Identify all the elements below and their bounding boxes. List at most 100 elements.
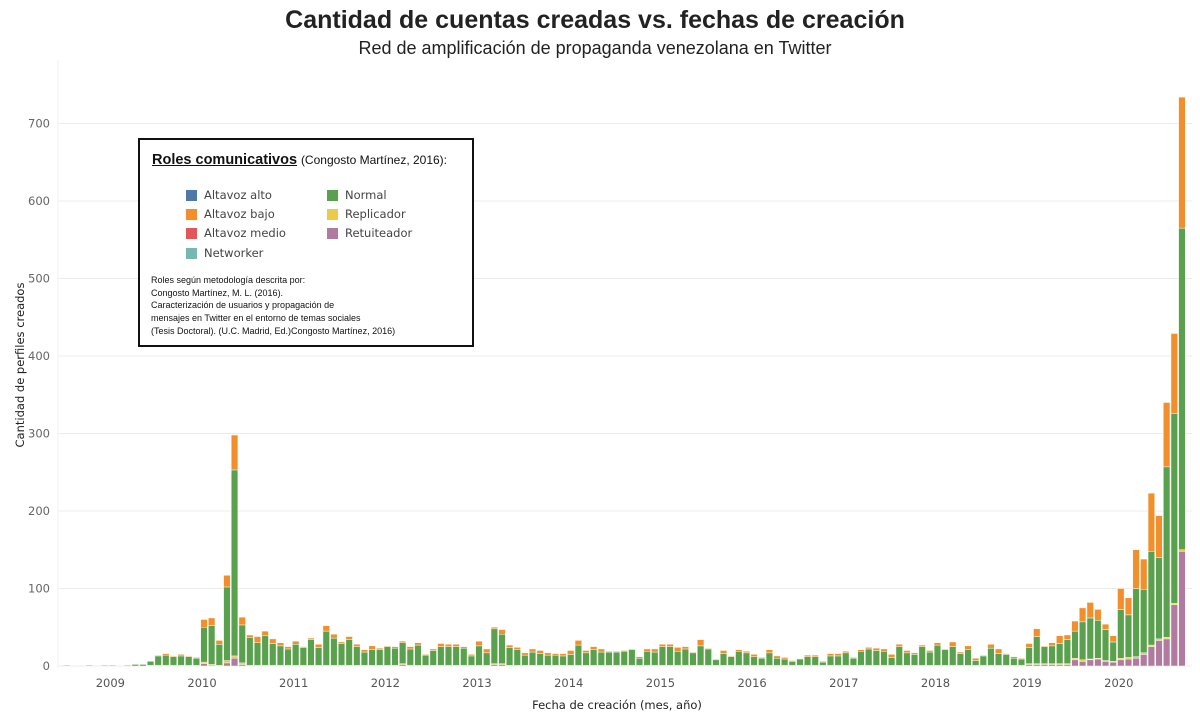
bar-segment-altavoz-bajo [697, 639, 705, 647]
bar-segment-normal [995, 653, 1003, 666]
bar-segment-normal [429, 650, 437, 666]
x-year-label: 2016 [737, 676, 766, 690]
bar-segment-altavoz-bajo [590, 646, 598, 650]
bar-segment-altavoz-bajo [643, 648, 651, 652]
legend-item-replicador: Replicador [327, 207, 406, 221]
bar-segment-normal [658, 646, 666, 666]
bar-segment-retuiteador [1079, 661, 1087, 667]
bar-segment-normal [849, 658, 857, 666]
bar-segment-normal [185, 656, 193, 666]
bar-segment-normal [681, 648, 689, 666]
bar-segment-normal [475, 645, 483, 666]
bar-segment-altavoz-bajo [1063, 634, 1071, 640]
bar-segment-normal [590, 649, 598, 666]
bar-segment-normal [238, 624, 246, 664]
bar-segment-normal [215, 644, 223, 666]
bar-segment-altavoz-bajo [742, 651, 751, 654]
bar-segment-normal [101, 664, 109, 667]
bar-segment-altavoz-bajo [1086, 602, 1094, 619]
bar-segment-altavoz-bajo [651, 648, 659, 653]
bar-segment-normal [842, 652, 850, 666]
bar-segment-retuiteador [1170, 604, 1178, 667]
bar-segment-normal [834, 655, 842, 666]
bar-segment-altavoz-bajo [452, 644, 460, 647]
bar-segment-normal [651, 651, 659, 666]
bar-segment-altavoz-bajo [383, 645, 391, 647]
y-axis-label: Cantidad de perfiles creados [13, 282, 27, 448]
legend-title-row: Roles comunicativos (Congosto Martínez, … [152, 151, 447, 168]
bar-segment-retuiteador [223, 662, 231, 667]
legend-swatch [186, 208, 197, 220]
bar-segment-altavoz-bajo [872, 647, 880, 651]
bar-segment-altavoz-bajo [758, 657, 766, 659]
bar-segment-normal [292, 644, 300, 666]
bar-segment-normal [987, 647, 995, 666]
bar-segment-normal [1163, 466, 1171, 638]
bar-segment-normal [85, 664, 93, 667]
bar-segment-normal [345, 639, 353, 666]
bar-segment-altavoz-bajo [781, 657, 789, 660]
bar-segment-normal [857, 651, 865, 666]
bar-segment-altavoz-bajo [307, 637, 315, 640]
bar-segment-retuiteador [1086, 659, 1094, 667]
bar-segment-altavoz-bajo [521, 652, 529, 656]
bar-segment-altavoz-bajo [620, 650, 628, 652]
bar-segment-normal [330, 637, 338, 666]
bar-segment-normal [628, 649, 636, 666]
bar-segment-altavoz-bajo [567, 650, 575, 655]
bar-segment-normal [246, 637, 254, 666]
bar-segment-normal [315, 647, 323, 666]
bar-segment-altavoz-bajo [399, 640, 407, 644]
bar-segment-altavoz-bajo [422, 654, 430, 656]
y-tick-label: 700 [28, 117, 50, 131]
bar-segment-normal [773, 658, 781, 666]
bar-segment-altavoz-bajo [238, 616, 246, 626]
bar-segment-altavoz-bajo [1109, 635, 1117, 643]
bar-segment-altavoz-bajo [605, 651, 613, 653]
bar-segment-altavoz-bajo [437, 643, 445, 647]
bar-segment-altavoz-bajo [192, 657, 200, 659]
bar-segment-normal [788, 661, 796, 666]
bar-segment-altavoz-bajo [544, 652, 552, 656]
bar-segment-altavoz-bajo [880, 648, 888, 652]
bar-segment-normal [1170, 413, 1178, 604]
bar-segment-retuiteador [1071, 659, 1079, 667]
bar-segment-altavoz-bajo [208, 617, 216, 626]
bar-segment-altavoz-bajo [1025, 643, 1033, 648]
bar-segment-normal [1086, 617, 1094, 660]
legend-label: Altavoz medio [204, 226, 286, 240]
bar-segment-normal [1079, 621, 1087, 661]
bar-segment-altavoz-bajo [376, 647, 384, 650]
bar-segment-altavoz-bajo [261, 630, 269, 637]
legend-swatch [327, 208, 338, 220]
bar-segment-altavoz-bajo [926, 650, 934, 653]
bar-segment-altavoz-bajo [513, 647, 521, 650]
x-year-label: 2015 [646, 676, 675, 690]
legend-label: Retuiteador [345, 226, 413, 240]
bar-segment-normal [964, 649, 972, 666]
bar-segment-normal [1155, 557, 1163, 640]
bar-segment-normal [368, 649, 376, 666]
bar-segment-retuiteador [1155, 640, 1163, 667]
bar-segment-altavoz-bajo [185, 655, 193, 657]
bar-segment-altavoz-bajo [888, 654, 896, 658]
x-year-label: 2018 [921, 676, 950, 690]
bar-segment-normal [735, 651, 743, 666]
bar-segment-normal [1063, 639, 1071, 664]
bar-segment-normal [223, 586, 231, 661]
bar-segment-normal [1071, 630, 1079, 659]
legend-label: Altavoz bajo [204, 207, 275, 221]
bar-segment-retuiteador [1147, 646, 1155, 667]
bar-segment-altavoz-bajo [483, 648, 491, 654]
bar-segment-normal [483, 652, 491, 666]
bar-segment-altavoz-bajo [704, 647, 712, 650]
bar-segment-normal [574, 644, 582, 666]
bar-segment-normal [666, 646, 674, 666]
bar-segment-normal [567, 654, 575, 666]
bar-segment-altavoz-bajo [865, 647, 873, 650]
bar-segment-normal [399, 642, 407, 664]
legend-label: Networker [204, 246, 264, 260]
bar-segment-altavoz-bajo [1124, 597, 1133, 616]
bar-segment-altavoz-bajo [910, 652, 919, 655]
bar-segment-normal [804, 656, 812, 666]
